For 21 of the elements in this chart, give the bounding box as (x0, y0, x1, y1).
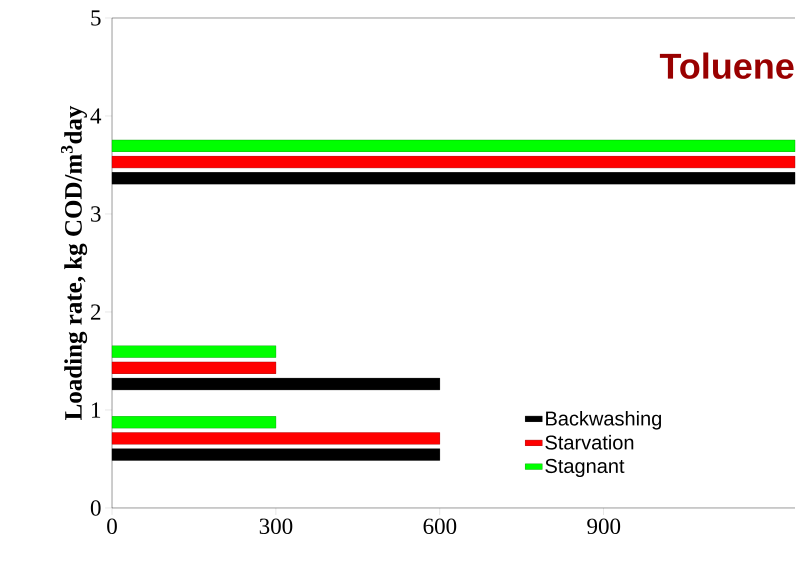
x-tick-label: 900 (587, 518, 620, 534)
bar (112, 156, 796, 168)
y-axis-title: Loading rate, kg COD/m$^{3}$day (60, 106, 88, 420)
y-tick-label: 0 (90, 500, 101, 516)
bar (112, 346, 276, 358)
x-tick-label: 300 (260, 518, 292, 534)
bar (112, 140, 796, 152)
y-tick-label: 3 (91, 206, 101, 222)
legend-label: Starvation (545, 434, 634, 450)
legend-label: Backwashing (546, 410, 662, 430)
y-tick-label: 5 (91, 10, 101, 26)
legend-label: Stagnant (545, 458, 624, 478)
bar (112, 432, 440, 444)
x-tick-label: 600 (424, 518, 456, 534)
bar (112, 416, 276, 428)
y-tick-label: 4 (90, 108, 102, 124)
x-tick-label: 0 (107, 518, 117, 534)
text: Toluene (660, 52, 794, 79)
y-tick-label: 2 (90, 304, 100, 320)
y-tick-label: 1 (92, 402, 100, 418)
bar (112, 362, 276, 374)
